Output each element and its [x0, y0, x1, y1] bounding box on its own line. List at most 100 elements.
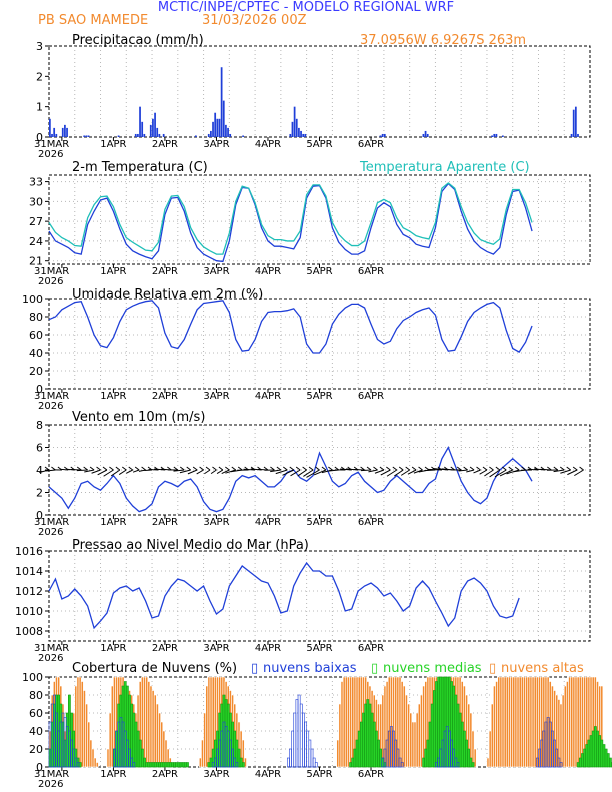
precip-bar: [55, 133, 58, 137]
y-tick-label: 4: [36, 464, 43, 477]
wind-arrow: [494, 469, 507, 478]
x-tick-label: 5APR: [306, 517, 332, 528]
x-tick-label: 6APR: [358, 643, 384, 654]
y-tick-label: 100: [22, 671, 43, 684]
wind-arrow-head: [482, 466, 488, 471]
cloud-mid-bar: [224, 699, 228, 768]
precip-bar: [574, 106, 577, 137]
x-year-label: 2026: [38, 527, 63, 538]
wind-arrow: [204, 469, 211, 475]
cloud-mid-bar: [132, 712, 136, 768]
x-tick-label: 2APR: [152, 139, 178, 150]
cloud-high-bar: [572, 676, 576, 768]
cloud-low-bar: [314, 762, 318, 768]
cloud-mid-bar: [171, 762, 174, 768]
precip-bar: [83, 135, 86, 137]
cloud-low-bar: [132, 762, 136, 768]
cloud-low-bar: [235, 762, 239, 768]
cloud-mid-bar: [136, 730, 140, 768]
cloud-mid-bar: [471, 762, 475, 768]
cloud-high-bar: [493, 685, 496, 768]
apparent-temp-title: Temperatura Aparente (C): [359, 160, 530, 175]
cloud-high-bar: [531, 676, 535, 768]
cloud-mid-bar: [233, 730, 237, 768]
cloud-high-bar: [542, 676, 546, 768]
cloud-high-bar: [540, 676, 544, 768]
precip-bar: [422, 133, 425, 137]
cloud-mid-bar: [183, 762, 187, 768]
cloud-high-bar: [518, 676, 522, 768]
cloud-mid-bar: [362, 712, 365, 768]
cloud-mid-bar: [65, 712, 69, 768]
cloud-high-bar: [510, 676, 514, 768]
y-tick-label: 6: [36, 442, 43, 455]
wind-arrow-head: [379, 466, 385, 471]
x-tick-label: 3APR: [203, 517, 229, 528]
wind-arrow-head: [76, 466, 82, 471]
cloud-high-bar: [385, 681, 389, 768]
cloud-mid-bar: [587, 739, 591, 768]
cloud-high-bar: [344, 676, 348, 768]
x-tick-label: 2APR: [152, 769, 178, 780]
cloud-high-bar: [347, 676, 350, 768]
precip-bar: [383, 133, 386, 137]
wind-arrow: [400, 469, 410, 476]
x-tick-label: 1APR: [100, 769, 126, 780]
cloud-mid-bar: [370, 712, 374, 768]
precip-bar: [501, 135, 504, 137]
wind-arrow-head: [405, 466, 410, 471]
x-tick-label: 1APR: [100, 643, 126, 654]
run-date-label: 31/03/2026 00Z: [202, 13, 307, 28]
cloud-mid-bar: [130, 703, 134, 768]
cloud-mid-bar: [207, 762, 211, 768]
cloud-mid-bar: [220, 703, 224, 768]
cloud-high-bar: [405, 694, 408, 768]
wind-arrow: [154, 468, 165, 471]
cloud-high-bar: [415, 712, 419, 768]
wind-arrow-head: [476, 466, 481, 471]
humidity-panel: 0 20 40 60 80 100 31MAR 1APR 2APR 3APR 4APR 5APR 6AP…: [22, 293, 591, 412]
precip-bar: [304, 133, 307, 137]
cloud-low-bar: [400, 762, 404, 768]
precip-bar: [491, 135, 493, 137]
x-tick-label: 5APR: [306, 391, 332, 402]
cloud-mid-bar: [353, 748, 357, 768]
x-tick-label: 2APR: [152, 266, 178, 277]
cloud-high-bar: [392, 676, 395, 768]
precip-bar: [158, 133, 161, 137]
wind-arrow: [110, 469, 121, 477]
wind-arrow-head: [89, 466, 95, 471]
x-tick-label: 5APR: [306, 266, 332, 277]
cloud-mid-bar: [364, 703, 368, 768]
cloud-mid-bar: [61, 721, 65, 768]
cloud-high-bar: [83, 690, 86, 768]
cloud-mid-bar: [147, 762, 151, 768]
wind-arrow-head: [141, 466, 146, 471]
wind-arrow: [132, 469, 140, 473]
cloud-low-bar: [297, 694, 301, 768]
cloud-mid-bar: [452, 685, 456, 768]
y-tick-label: 0: [36, 383, 43, 396]
wind-arrow: [270, 469, 281, 473]
x-tick-label: 6APR: [358, 266, 384, 277]
x-tick-label: 3APR: [203, 266, 229, 277]
cloud-high-bar: [394, 676, 398, 768]
wind-arrow: [306, 469, 320, 478]
cloud-mid-bar: [467, 748, 471, 768]
cloud-high-bar: [390, 676, 393, 768]
cloud-low-bar: [312, 757, 316, 768]
cloud-mid-bar: [177, 762, 181, 768]
x-tick-label: 6APR: [358, 391, 384, 402]
wind-arrow: [297, 469, 307, 477]
wind-arrow: [407, 469, 417, 475]
x-tick-label: 4APR: [255, 266, 281, 277]
cloud-high-bar: [407, 703, 410, 768]
precip-bar: [426, 133, 429, 137]
humidity-title: Umidade Relativa em 2m (%): [72, 287, 263, 302]
cloud-high-bar: [338, 703, 342, 768]
wind-arrow-head: [276, 466, 282, 471]
x-tick-label: 2APR: [152, 391, 178, 402]
wind-arrow-head: [559, 466, 565, 471]
cloud-high-bar: [559, 703, 563, 768]
y-tick-label: 2: [36, 70, 43, 83]
